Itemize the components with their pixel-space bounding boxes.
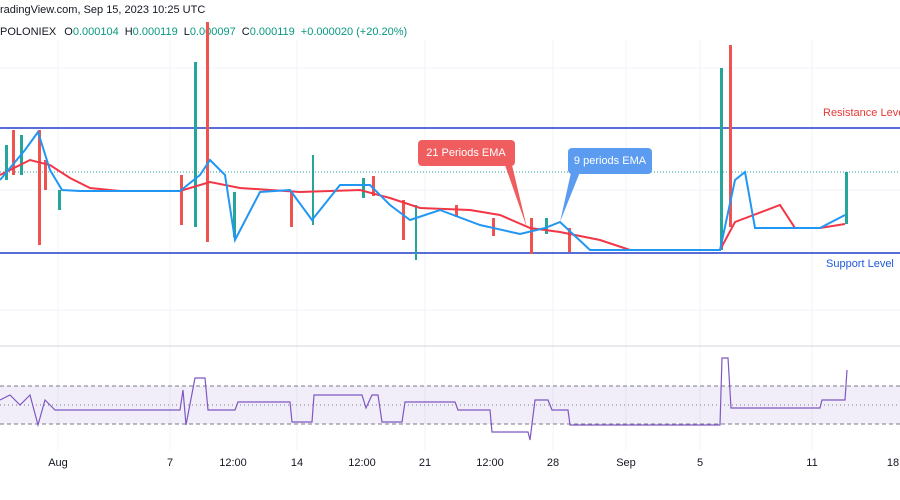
x-tick-label: 12:00 (348, 457, 376, 469)
ema9-label: 9 periods EMA (574, 155, 647, 167)
x-tick-label: 12:00 (219, 457, 247, 469)
rsi-band (0, 386, 900, 424)
exchange: POLONIEX (0, 26, 57, 38)
ohlc-value: 0.000119 (133, 26, 178, 38)
x-tick-label: 18 (887, 457, 899, 469)
ema9-line (0, 129, 846, 251)
x-tick-label: 5 (697, 457, 703, 469)
ema9-callout: 9 periods EMA (560, 148, 652, 222)
ema21-label: 21 Periods EMA (426, 147, 506, 159)
x-tick-label: 12:00 (476, 457, 504, 469)
resistance-label: Resistance Level (823, 107, 900, 119)
x-tick-label: Aug (48, 457, 68, 469)
support-label: Support Level (826, 258, 894, 270)
ohlc-value: 0.000104 (73, 26, 119, 38)
ohlc-key: O (64, 26, 73, 38)
ema21-line (0, 158, 846, 251)
x-tick-label: 14 (291, 457, 303, 469)
x-tick-label: 7 (167, 457, 173, 469)
ohlc-row: POLONIEX O 0.000104 H 0.000119 L 0.000097 C 0.0… (0, 26, 407, 38)
x-tick-label: 21 (419, 457, 431, 469)
x-tick-label: 28 (547, 457, 559, 469)
rsi-line (0, 357, 848, 441)
x-tick-label: Sep (616, 457, 636, 469)
ohlc-value: 0.000119 (250, 26, 295, 38)
ohlc-key: H (125, 26, 133, 38)
ohlc-key: L (184, 26, 190, 38)
change: +0.000020 (+20.20%) (301, 26, 407, 38)
x-tick-label: 11 (806, 457, 817, 469)
ema21-callout: 21 Periods EMA (418, 140, 527, 228)
x-axis: Aug 7 12:00 14 12:00 21 12:00 28 Sep 5 11 18 (48, 457, 899, 469)
ohlc-value: 0.000097 (190, 26, 236, 38)
source-text: radingView.com, Sep 15, 2023 10:25 UTC (0, 4, 205, 16)
ohlc-key: C (242, 26, 250, 38)
